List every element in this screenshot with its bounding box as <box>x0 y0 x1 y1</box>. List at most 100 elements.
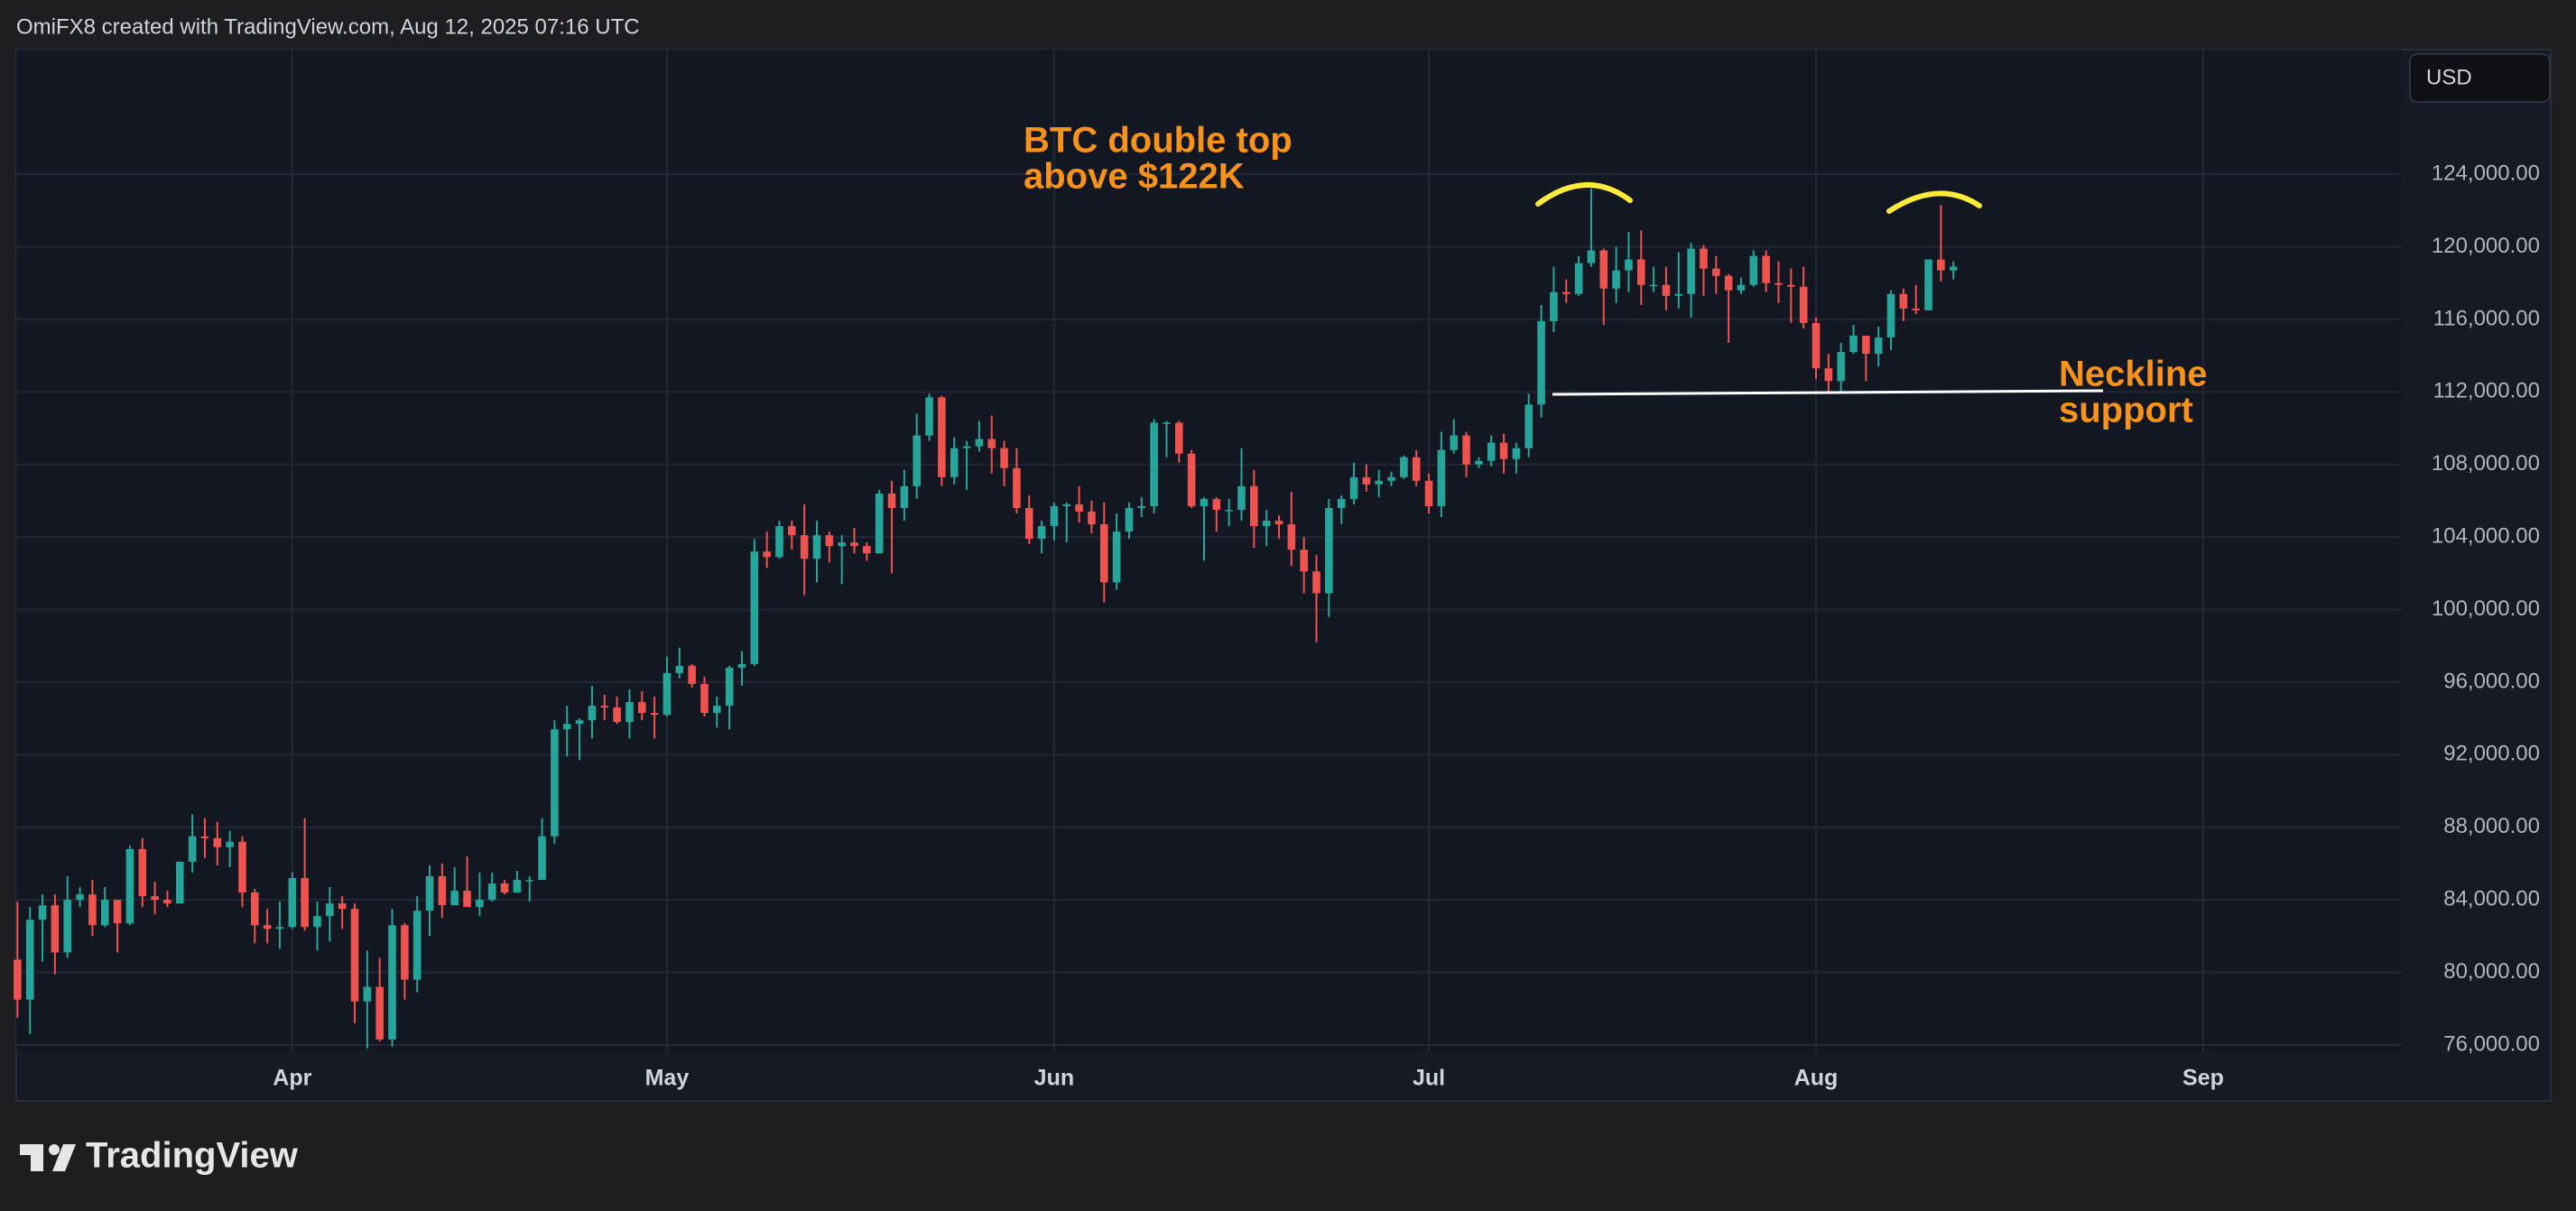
candle-body <box>425 876 434 911</box>
candle-body <box>1137 505 1146 508</box>
y-tick-label: 124,000.00 <box>2432 161 2540 185</box>
candle-body <box>1625 259 1633 271</box>
candle-body <box>688 665 696 684</box>
candle-body <box>1262 521 1271 527</box>
candle-body <box>975 439 984 447</box>
currency-button[interactable] <box>2409 53 2551 103</box>
candle-body <box>1537 320 1545 405</box>
candle-body <box>313 916 321 928</box>
candle-body <box>438 876 447 906</box>
candle-body <box>1674 293 1683 296</box>
candle-body <box>800 535 809 559</box>
y-tick-label: 76,000.00 <box>2443 1031 2540 1056</box>
candle-body <box>1362 476 1371 485</box>
x-tick-label: Jul <box>1413 1066 1445 1091</box>
candle-body <box>1337 498 1346 508</box>
candle-body <box>1088 511 1096 525</box>
candle-body <box>1924 259 1932 310</box>
candle-body <box>875 493 884 554</box>
candle-body <box>275 927 284 929</box>
annotation: BTC double top <box>1024 121 1293 161</box>
candle-body <box>962 446 971 448</box>
candle-body <box>1849 335 1858 353</box>
x-tick-label: Apr <box>273 1066 311 1091</box>
candle-body <box>238 841 246 893</box>
y-tick-label: 80,000.00 <box>2443 959 2540 984</box>
candle-body <box>663 672 672 716</box>
candle-body <box>1499 442 1508 459</box>
candle-body <box>1899 293 1908 309</box>
annotation: above $122K <box>1024 157 1245 197</box>
candle-body <box>1125 507 1134 532</box>
candle-body <box>1824 368 1833 382</box>
candle-body <box>1862 335 1870 355</box>
candle-body <box>1349 476 1358 499</box>
candle-body <box>1587 250 1596 263</box>
candle-body <box>1300 550 1308 572</box>
candle-body <box>850 542 858 547</box>
candle-body <box>1700 248 1708 269</box>
candle-body <box>388 925 396 1040</box>
neckline <box>1552 389 2104 396</box>
top-marker <box>1886 190 1982 214</box>
candle-body <box>25 920 34 1000</box>
candle-body <box>1312 571 1320 594</box>
candle-body <box>925 397 933 436</box>
logo <box>20 1144 76 1171</box>
candle-body <box>1462 435 1470 465</box>
candle-body <box>1937 259 1945 271</box>
candle-body <box>1450 435 1459 450</box>
candle-body <box>151 896 159 901</box>
y-tick-label: 88,000.00 <box>2443 814 2540 838</box>
candle-body <box>88 894 97 926</box>
candle-body <box>163 900 171 904</box>
candle-body <box>487 883 496 901</box>
candle-body <box>1437 449 1446 506</box>
candle-body <box>1424 480 1433 506</box>
plot-area <box>16 50 2402 1051</box>
candle-body <box>63 900 72 953</box>
candle-body <box>650 713 659 716</box>
candle-body <box>1712 268 1720 276</box>
candle-body <box>987 439 996 448</box>
candle-body <box>700 683 709 714</box>
y-tick-label: 96,000.00 <box>2443 669 2540 693</box>
candle-body <box>1400 457 1408 477</box>
candle-body <box>288 878 297 928</box>
candle-body <box>1612 270 1620 289</box>
candle-body <box>513 880 522 893</box>
candle-body <box>1949 266 1958 271</box>
candle-body <box>1912 308 1921 310</box>
candle-body <box>500 883 509 893</box>
top-marker <box>1535 181 1633 207</box>
candle-body <box>1787 284 1795 287</box>
candle-body <box>887 493 896 508</box>
candle-body <box>600 706 609 708</box>
candle-body <box>1163 422 1171 424</box>
currency-label: USD <box>2426 65 2472 89</box>
y-tick-label: 92,000.00 <box>2443 742 2540 766</box>
candle-body <box>100 900 109 926</box>
candle-body <box>575 720 584 725</box>
candle-body <box>1174 422 1183 454</box>
candle-body <box>113 900 122 924</box>
candle-body <box>1524 404 1534 448</box>
candle-body <box>938 397 946 477</box>
candle-body <box>213 837 222 847</box>
y-tick-label: 120,000.00 <box>2432 234 2540 258</box>
candle-body <box>551 729 559 837</box>
candle-body <box>76 894 84 901</box>
candle-body <box>613 707 621 723</box>
candle-body <box>675 665 684 673</box>
candle-body <box>1837 352 1845 382</box>
candle-body <box>1200 498 1209 506</box>
candle-body <box>525 880 534 882</box>
y-tick-label: 104,000.00 <box>2432 523 2540 548</box>
candle-body <box>737 663 746 668</box>
x-tick-label: May <box>645 1066 690 1091</box>
y-tick-label: 84,000.00 <box>2443 886 2540 911</box>
candle-body <box>401 925 409 980</box>
logo-shape <box>49 1144 60 1155</box>
candle-body <box>588 706 597 721</box>
candle-body <box>838 542 846 547</box>
